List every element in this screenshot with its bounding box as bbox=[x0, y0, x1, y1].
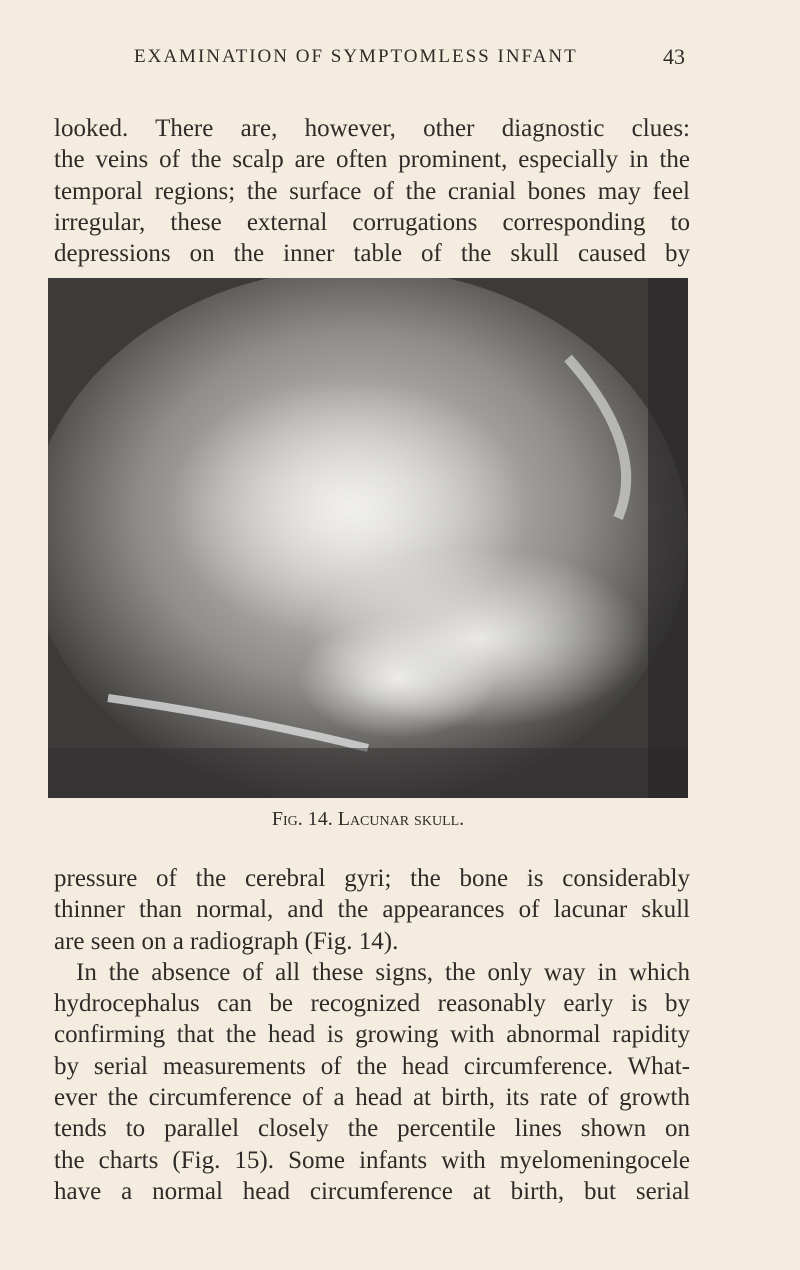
text-block: pressure of the cerebral gyri; the bone … bbox=[54, 863, 690, 1207]
text-line: looked. There are, however, other diagno… bbox=[54, 115, 690, 142]
text-line: In the absence of all these signs, the o… bbox=[76, 958, 690, 986]
text-line: ever the circumference of a head at birt… bbox=[54, 1084, 690, 1112]
text-block: looked. There are, however, other diagno… bbox=[54, 113, 690, 269]
running-head: EXAMINATION OF SYMPTOMLESS INFANT bbox=[134, 46, 578, 67]
text-line: by serial measurements of the head circu… bbox=[54, 1052, 690, 1080]
text-line: pressure of the cerebral gyri; the bone … bbox=[54, 865, 690, 892]
text-line: have a normal head circumference at birt… bbox=[54, 1177, 690, 1205]
text-line: depressions on the inner table of the sk… bbox=[54, 240, 690, 268]
text-line: tends to parallel closely the percentile… bbox=[54, 1115, 690, 1143]
text-line: temporal regions; the surface of the cra… bbox=[54, 177, 690, 205]
text-line: hydrocephalus can be recognized reasonab… bbox=[54, 990, 690, 1018]
text-line: the charts (Fig. 15). Some infants with … bbox=[54, 1146, 690, 1174]
text-line: irregular, these external corrugations c… bbox=[54, 208, 690, 236]
figure-caption: Fig. 14. Lacunar skull. bbox=[271, 808, 465, 830]
text-line: are seen on a radiograph (Fig. 14). bbox=[54, 927, 399, 955]
page-number: 43 bbox=[663, 44, 685, 69]
text-line: thinner than normal, and the appearances… bbox=[54, 896, 690, 924]
radiograph bbox=[48, 278, 688, 798]
text-line: the veins of the scalp are often promine… bbox=[54, 146, 690, 174]
text-line: confirming that the head is growing with… bbox=[54, 1021, 690, 1049]
